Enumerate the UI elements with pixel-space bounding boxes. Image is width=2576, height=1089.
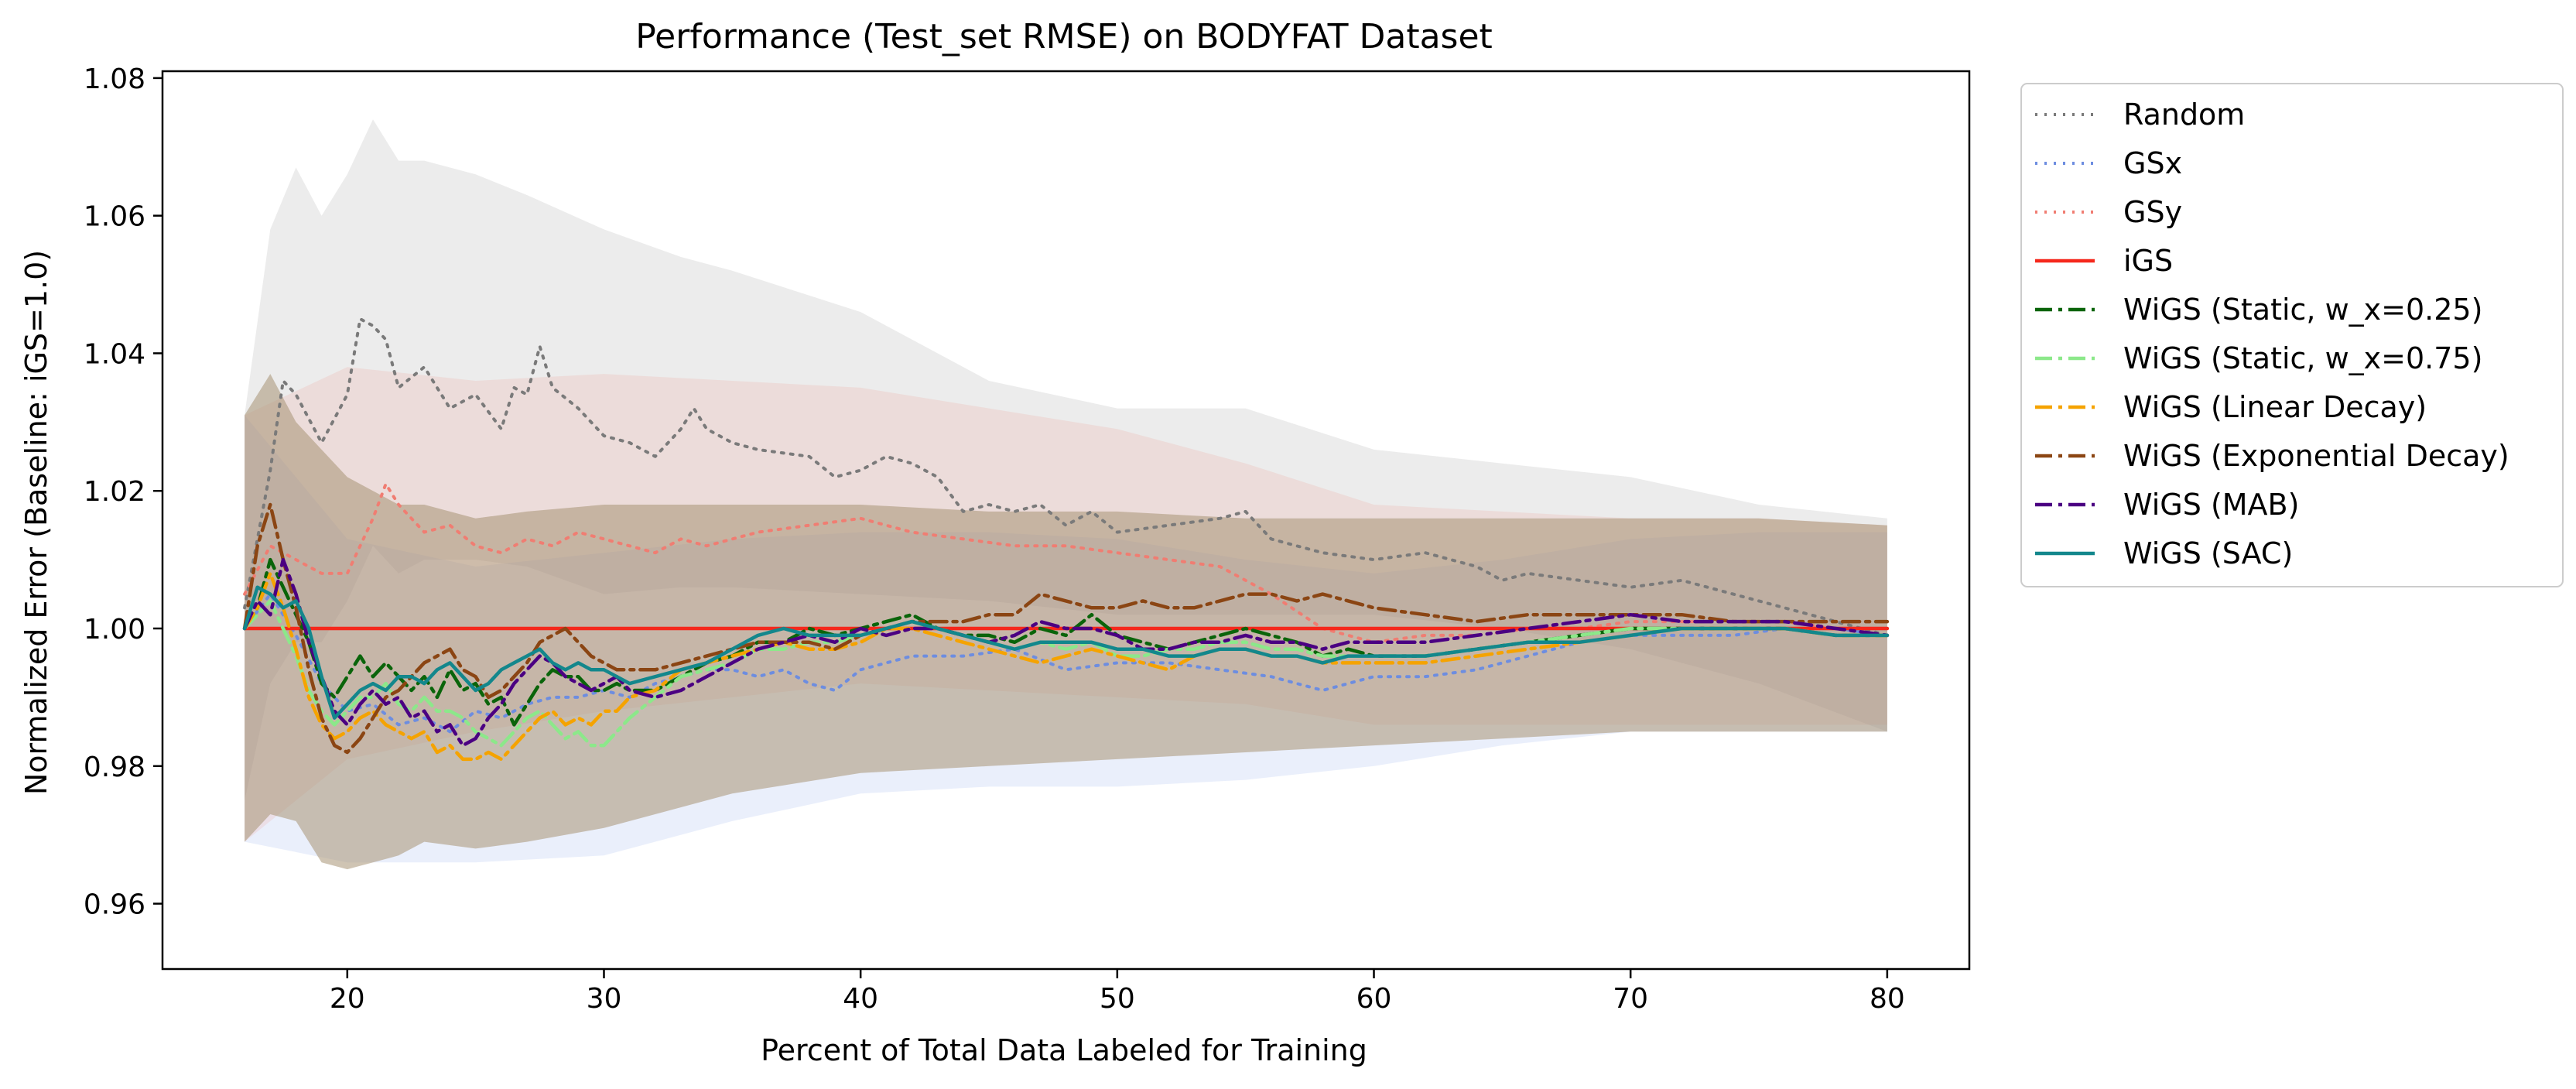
chart-title: Performance (Test_set RMSE) on BODYFAT D… <box>635 17 1493 57</box>
legend-frame <box>2020 83 2564 587</box>
y-axis: 0.96 0.98 1.00 1.02 1.04 1.06 1.08 <box>84 63 162 921</box>
legend-label-2: GSx <box>2123 146 2182 180</box>
y-tick-label: 0.96 <box>84 889 145 921</box>
x-tick-label: 40 <box>843 983 878 1015</box>
band-1 <box>245 119 1887 801</box>
series-line-1 <box>243 317 1889 637</box>
legend: Random GSx GSy iGS WiGS (Static, w_x=0.25) Wi… <box>2020 83 2564 587</box>
x-tick-label: 60 <box>1356 983 1392 1015</box>
plot-area <box>161 70 1971 971</box>
legend-label-8: WiGS (Exponential Decay) <box>2123 439 2509 473</box>
legend-label-5: WiGS (Static, w_x=0.25) <box>2123 293 2482 327</box>
y-tick-label: 1.08 <box>84 63 145 95</box>
legend-label-7: WiGS (Linear Decay) <box>2123 390 2427 424</box>
plot-layers <box>242 119 1890 870</box>
y-tick-label: 1.02 <box>84 476 145 508</box>
x-axis-label: Percent of Total Data Labeled for Traini… <box>761 1033 1367 1067</box>
y-tick-label: 0.98 <box>84 752 145 783</box>
series-line-7 <box>242 571 1890 762</box>
legend-label-4: iGS <box>2123 244 2173 278</box>
y-tick-label: 1.04 <box>84 338 145 370</box>
x-tick-label: 50 <box>1100 983 1135 1015</box>
x-tick-label: 80 <box>1870 983 1905 1015</box>
legend-label-6: WiGS (Static, w_x=0.75) <box>2123 341 2482 375</box>
legend-label-1: Random <box>2123 98 2245 132</box>
legend-label-3: GSy <box>2123 195 2182 229</box>
series-line-10 <box>242 585 1890 720</box>
y-tick-label: 1.00 <box>84 614 145 646</box>
y-axis-label: Normalized Error (Baseline: iGS=1.0) <box>19 250 53 795</box>
x-tick-label: 20 <box>330 983 365 1015</box>
legend-label-9: WiGS (MAB) <box>2123 488 2299 522</box>
series-line-9 <box>242 557 1890 748</box>
y-tick-label: 1.06 <box>84 201 145 233</box>
legend-label-10: WiGS (SAC) <box>2123 536 2293 570</box>
series-line-5 <box>242 557 1890 727</box>
x-tick-label: 70 <box>1613 983 1648 1015</box>
x-tick-label: 30 <box>587 983 622 1015</box>
x-axis: 20 30 40 50 60 70 80 <box>330 969 1905 1015</box>
series-line-8 <box>242 502 1890 755</box>
plot-frame <box>161 70 1971 971</box>
band-main <box>245 374 1887 870</box>
